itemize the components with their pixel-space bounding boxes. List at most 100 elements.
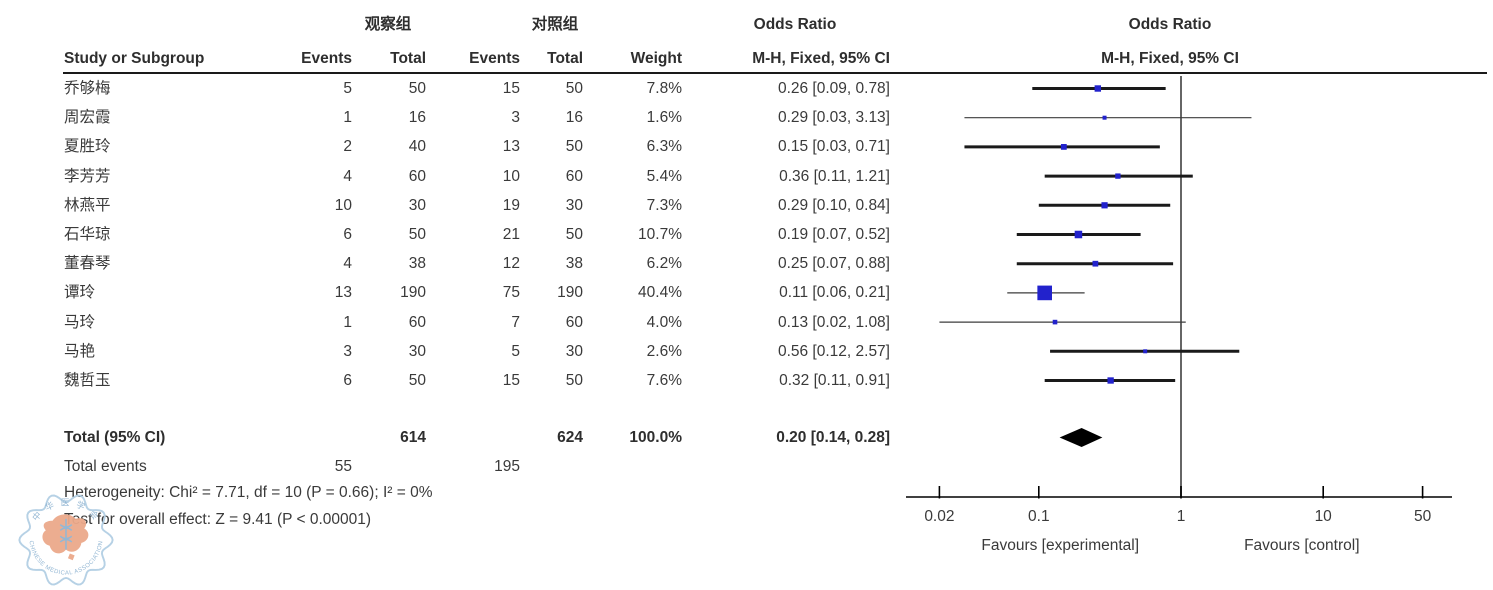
or-ci-cell: 0.32 [0.11, 0.91] [779,372,890,389]
or-ci-cell: 0.25 [0.07, 0.88] [777,255,890,273]
events2-cell: 5 [511,342,520,360]
study-name: 石华琼 [64,226,111,243]
total1-cell: 16 [408,109,426,127]
total2-cell: 60 [565,313,583,331]
events2-cell: 75 [502,284,520,302]
total1-cell: 50 [408,80,426,97]
cma-logo-watermark: 中 华 医 学 会 CHINESE MEDICAL ASSOCIATION [18,494,114,586]
study-or-marker [1143,349,1148,354]
table-row: 林燕平 10 30 19 30 7.3% 0.29 [0.10, 0.84] [0,191,900,220]
weight-cell: 2.6% [646,342,682,360]
weight-cell: 6.3% [646,138,682,156]
x-tick-label: 10 [1315,508,1333,525]
table-row: 马艳 3 30 5 30 2.6% 0.56 [0.12, 2.57] [0,337,900,366]
study-name: 谭玲 [64,284,96,302]
total2-cell: 50 [565,138,583,156]
weight-cell: 6.2% [646,255,682,273]
events1-cell: 10 [334,196,352,214]
table-row: 马玲 1 60 7 60 4.0% 0.13 [0.02, 1.08] [0,308,900,337]
favours-right-label: Favours [control] [1244,537,1359,554]
favours-left-label: Favours [experimental] [981,537,1139,554]
odds-ratio-column-title: Odds Ratio [753,16,837,33]
events1-cell: 4 [343,255,352,273]
total-events-1: 55 [334,458,352,475]
total1-cell: 38 [408,255,426,273]
total-n2: 624 [557,429,583,446]
table-row: 夏胜玲 2 40 13 50 6.3% 0.15 [0.03, 0.71] [0,132,900,161]
events2-cell: 10 [502,167,520,185]
table-row: 石华琼 6 50 21 50 10.7% 0.19 [0.07, 0.52] [0,220,900,249]
overall-effect-text: Test for overall effect: Z = 9.41 (P < 0… [64,511,372,528]
study-name: 夏胜玲 [64,138,111,156]
events2-cell: 3 [511,109,520,127]
study-column-header: Study or Subgroup [64,50,205,67]
total1-cell: 190 [400,284,426,302]
study-name: 周宏霞 [64,109,111,127]
events2-cell: 19 [502,196,520,214]
or-ci-cell: 0.11 [0.06, 0.21] [779,284,890,302]
weight-cell: 10.7% [638,226,682,243]
weight-column-header: Weight [630,50,682,67]
study-or-marker [1074,230,1083,239]
total-events-2: 195 [494,458,520,475]
study-or-marker [1101,202,1108,209]
events1-column-header: Events [301,50,352,67]
events2-cell: 15 [502,372,520,389]
study-name: 马艳 [64,342,96,360]
events1-cell: 13 [334,284,352,302]
events2-cell: 7 [511,313,520,331]
events2-cell: 21 [502,226,520,243]
weight-cell: 1.6% [646,109,682,127]
study-or-marker [1060,144,1067,150]
total1-cell: 50 [408,372,426,389]
study-or-marker [1102,115,1107,120]
table-row: 魏哲玉 6 50 15 50 7.6% 0.32 [0.11, 0.91] [0,366,900,395]
x-tick-label: 1 [1177,508,1186,525]
or-ci-cell: 0.19 [0.07, 0.52] [777,226,890,243]
events1-cell: 1 [343,313,352,331]
study-name: 马玲 [64,313,96,331]
or-ci-cell: 0.15 [0.03, 0.71] [777,138,890,156]
table-row: 李芳芳 4 60 10 60 5.4% 0.36 [0.11, 1.21] [0,162,900,191]
events2-cell: 15 [502,80,520,97]
total1-cell: 60 [408,167,426,185]
total2-cell: 50 [565,226,583,243]
total2-cell: 50 [565,372,583,389]
total2-cell: 38 [565,255,583,273]
total1-cell: 40 [408,138,426,156]
study-or-marker [1052,319,1058,325]
header-rule [63,72,1487,74]
study-or-marker [1115,173,1121,179]
study-name: 董春琴 [64,255,111,273]
total2-cell: 50 [565,80,583,97]
or-ci-cell: 0.26 [0.09, 0.78] [777,80,890,97]
plot-subtitle: M-H, Fixed, 95% CI [1101,50,1239,67]
table-row: 董春琴 4 38 12 38 6.2% 0.25 [0.07, 0.88] [0,249,900,278]
total1-cell: 30 [408,342,426,360]
total1-cell: 50 [408,226,426,243]
plot-title: Odds Ratio [1128,16,1212,33]
or-ci-cell: 0.36 [0.11, 1.21] [779,167,890,185]
group2-header: 对照组 [531,16,579,33]
total2-cell: 60 [565,167,583,185]
study-name: 林燕平 [64,196,111,214]
total2-cell: 190 [557,284,583,302]
total-events-label: Total events [64,458,147,475]
table-row: 乔够梅 5 50 15 50 7.8% 0.26 [0.09, 0.78] [0,74,900,103]
total-diamond [1059,428,1103,447]
study-name: 李芳芳 [64,167,111,185]
weight-cell: 40.4% [638,284,682,302]
study-name: 乔够梅 [64,80,111,97]
heterogeneity-text: Heterogeneity: Chi² = 7.71, df = 10 (P =… [64,484,433,501]
or-ci-cell: 0.29 [0.03, 3.13] [777,109,890,127]
total2-cell: 30 [565,196,583,214]
table-row: 周宏霞 1 16 3 16 1.6% 0.29 [0.03, 3.13] [0,103,900,132]
weight-cell: 7.8% [646,80,682,97]
total-row: Total (95% CI) 614 624 100.0% 0.20 [0.14… [0,423,900,452]
weight-cell: 5.4% [646,167,682,185]
total-weight: 100.0% [629,429,682,446]
study-name: 魏哲玉 [64,372,111,389]
x-tick-label: 0.1 [1028,508,1050,525]
or-ci-cell: 0.13 [0.02, 1.08] [777,313,890,331]
